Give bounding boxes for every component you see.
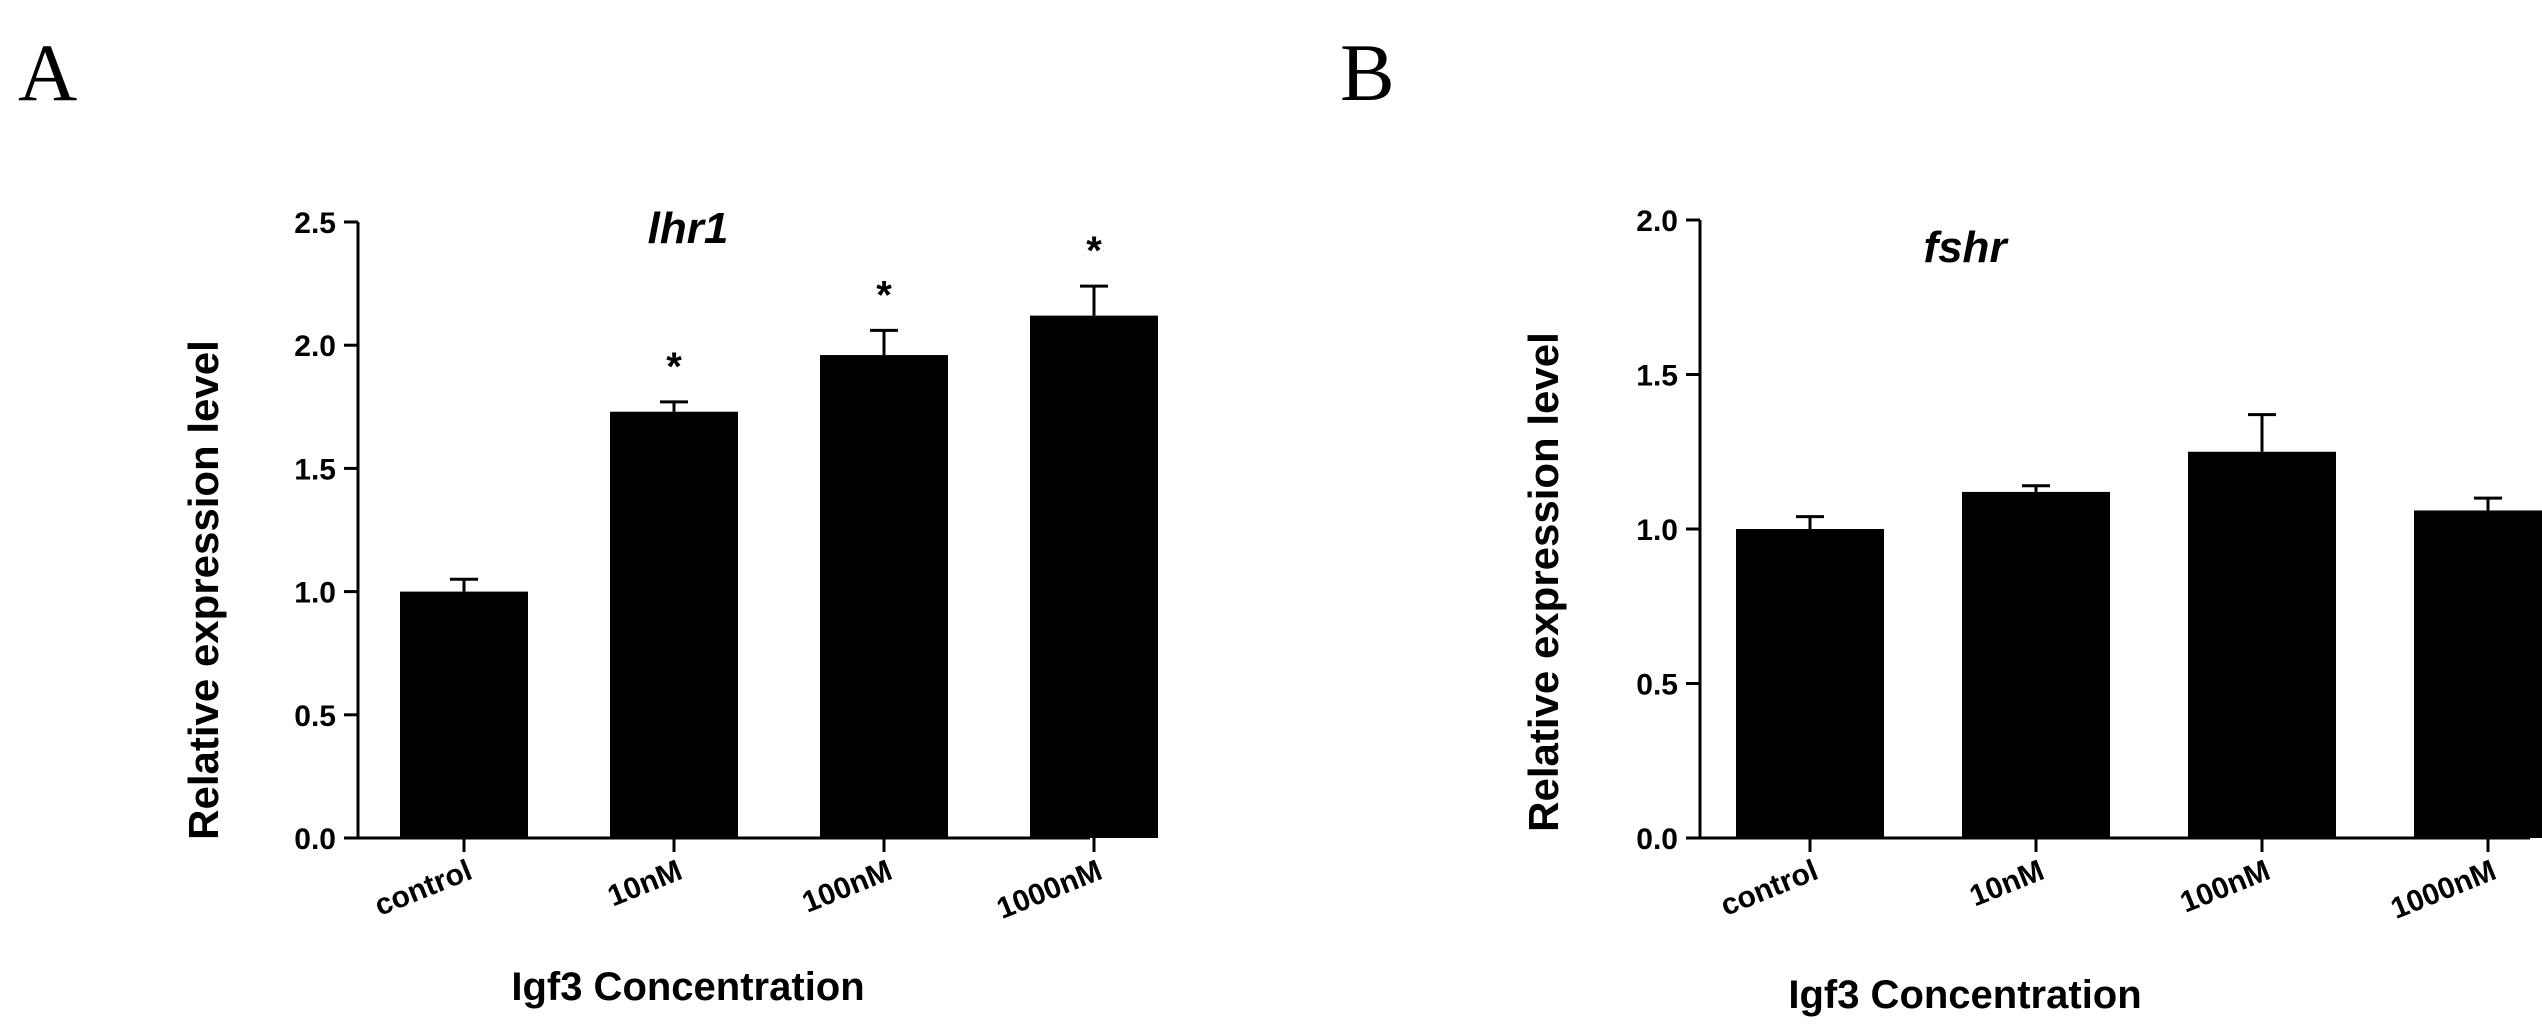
y-tick-label-b: 1.5	[1636, 360, 1678, 393]
bar-a-10nM	[610, 411, 738, 838]
x-tick-label-b: 1000nM	[2386, 854, 2500, 926]
bar-b-control	[1736, 529, 1884, 838]
significance-marker-a: *	[876, 273, 892, 317]
y-tick-label-a: 2.0	[294, 330, 336, 363]
y-tick-label-b: 0.5	[1636, 669, 1678, 702]
panel-letter-b: B	[1340, 27, 1395, 118]
x-tick-label-b: control	[1716, 854, 1823, 923]
bar-b-10nM	[1962, 491, 2110, 838]
panel-letter-a: A	[18, 27, 77, 118]
y-tick-label-b: 2.0	[1636, 205, 1678, 238]
y-tick-label-a: 0.5	[294, 700, 336, 733]
y-tick-label-b: 0.0	[1636, 823, 1678, 856]
bar-b-1000nM	[2414, 510, 2542, 838]
x-axis-label-a: Igf3 Concentration	[511, 965, 864, 1009]
x-tick-label-b: 10nM	[1965, 854, 2048, 913]
significance-marker-a: *	[1086, 229, 1102, 273]
bar-a-100nM	[820, 355, 948, 838]
x-tick-label-b: 100nM	[2176, 854, 2275, 920]
bar-a-1000nM	[1030, 315, 1158, 839]
y-tick-label-b: 1.0	[1636, 514, 1678, 547]
y-tick-label-a: 1.0	[294, 577, 336, 610]
y-axis-label-b: Relative expression level	[1520, 332, 1567, 832]
panel-b: B fshr Relative expression level Igf3 Co…	[1340, 27, 2542, 1017]
plot-area-a: 0.0 0.5 1.0 1.5 2.0 2.5 control 10nM * 100nM * 1000…	[294, 207, 1158, 926]
bar-b-100nM	[2188, 451, 2336, 838]
panel-a: A lhr1 Relative expression level Igf3 Co…	[18, 27, 1158, 1009]
y-tick-label-a: 2.5	[294, 207, 336, 240]
x-tick-label-a: 10nM	[603, 854, 686, 913]
significance-marker-a: *	[666, 345, 682, 389]
x-tick-label-a: 1000nM	[992, 854, 1106, 926]
y-tick-label-a: 0.0	[294, 823, 336, 856]
x-axis-label-b: Igf3 Concentration	[1788, 973, 2141, 1017]
y-axis-label-a: Relative expression level	[180, 340, 227, 840]
chart-title-a: lhr1	[648, 204, 729, 253]
x-tick-label-a: control	[370, 854, 477, 923]
plot-area-b: 0.0 0.5 1.0 1.5 2.0 control 10nM 100nM 1000nM	[1636, 205, 2542, 926]
bar-a-control	[400, 591, 528, 838]
chart-title-b: fshr	[1923, 223, 2009, 272]
x-tick-label-a: 100nM	[798, 854, 897, 920]
y-tick-label-a: 1.5	[294, 453, 336, 486]
